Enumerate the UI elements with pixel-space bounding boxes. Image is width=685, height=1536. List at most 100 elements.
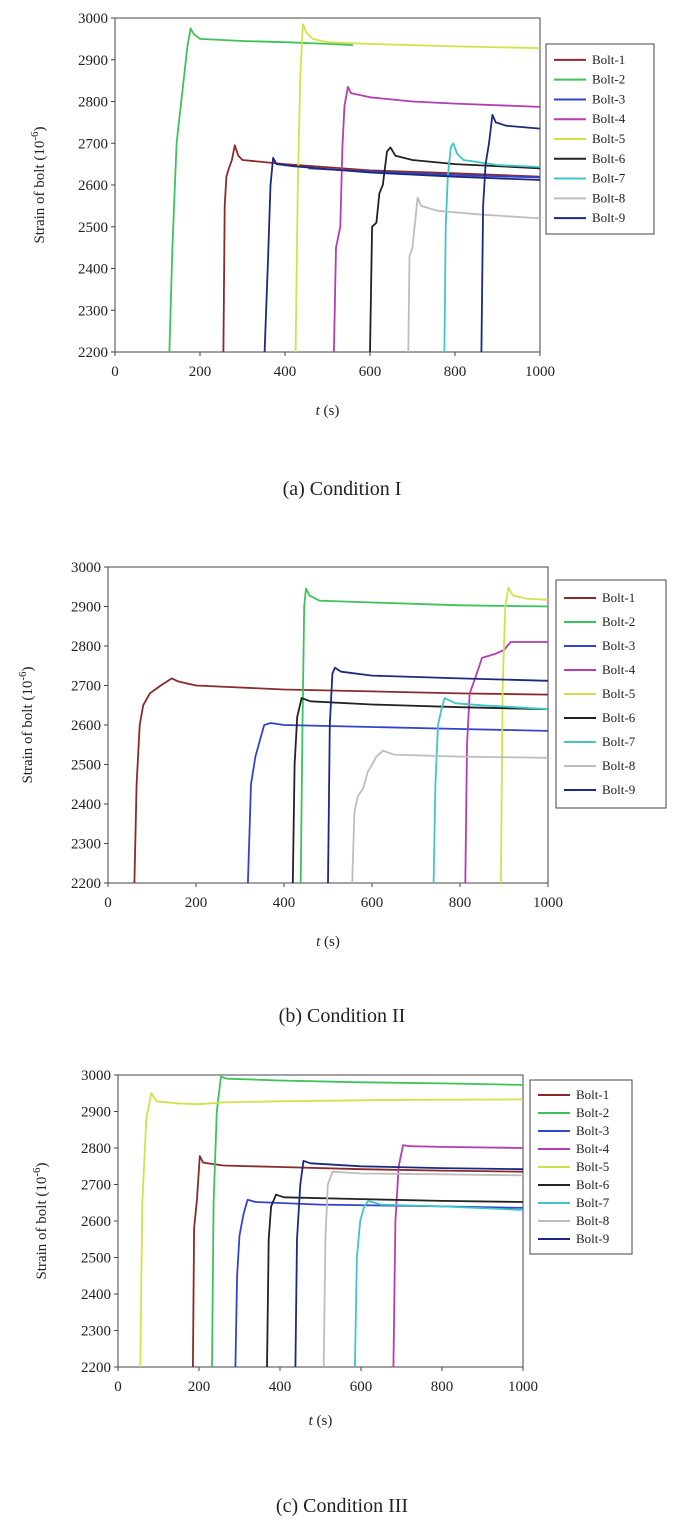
legend-label: Bolt-1 <box>592 52 625 67</box>
y-axis-label: Strain of bolt (10-6) <box>29 126 48 243</box>
chart-caption: (b) Condition II <box>279 1005 406 1027</box>
x-axis-label: t (s) <box>316 403 340 419</box>
series-line-bolt-3 <box>247 722 548 883</box>
legend-label: Bolt-2 <box>602 614 635 629</box>
y-tick-label: 2900 <box>81 1105 111 1121</box>
chart-panel-2: 2200 2300 2400 2500 2600 2700 2800 2900 3000 0 200… <box>17 560 667 1027</box>
legend-label: Bolt-1 <box>576 1087 609 1102</box>
series-group <box>168 23 540 352</box>
x-axis-label: t (s) <box>316 934 340 950</box>
x-tick-label: 400 <box>269 1379 292 1395</box>
y-tick-label: 2500 <box>81 1251 111 1267</box>
y-tick-label: 2400 <box>71 797 101 813</box>
series-line-bolt-2 <box>168 27 354 352</box>
legend-label: Bolt-6 <box>592 151 626 166</box>
series-line-bolt-5 <box>139 1092 523 1367</box>
series-line-bolt-2 <box>299 587 548 883</box>
legend-label: Bolt-4 <box>602 662 636 677</box>
legend-label: Bolt-4 <box>576 1141 610 1156</box>
y-tick-label: 2300 <box>81 1324 111 1340</box>
y-tick-label: 2900 <box>78 53 108 69</box>
legend-label: Bolt-2 <box>576 1105 609 1120</box>
legend-label: Bolt-6 <box>576 1177 610 1192</box>
x-tick-label: 0 <box>111 364 119 380</box>
legend-label: Bolt-9 <box>592 210 625 225</box>
series-line-bolt-5 <box>500 586 548 883</box>
series-line-bolt-5 <box>294 23 540 352</box>
legend-label: Bolt-9 <box>602 782 635 797</box>
legend-label: Bolt-7 <box>592 171 626 186</box>
y-tick-label: 3000 <box>78 11 108 27</box>
x-tick-label: 1000 <box>533 895 563 911</box>
x-tick-label: 600 <box>361 895 384 911</box>
y-tick-label: 2700 <box>78 136 108 152</box>
x-tick-label: 800 <box>449 895 472 911</box>
y-axis-label: Strain of bolt (10-6) <box>31 1162 50 1279</box>
y-tick-label: 2700 <box>81 1178 111 1194</box>
chart-panel-3: 2200 2300 2400 2500 2600 2700 2800 2900 3000 0 200… <box>31 1068 633 1517</box>
x-tick-label: 600 <box>350 1379 373 1395</box>
x-tick-label: 800 <box>444 364 467 380</box>
y-tick-label: 2800 <box>81 1141 111 1157</box>
y-tick-label: 2700 <box>71 679 101 695</box>
legend-label: Bolt-5 <box>602 686 635 701</box>
y-tick-label: 2200 <box>71 876 101 892</box>
series-line-bolt-9 <box>263 157 540 352</box>
legend-label: Bolt-4 <box>592 111 626 126</box>
x-tick-label: 400 <box>273 895 296 911</box>
y-tick-label: 2400 <box>81 1287 111 1303</box>
y-tick-label: 2800 <box>71 639 101 655</box>
x-tick-label: 600 <box>359 364 382 380</box>
y-tick-label: 2800 <box>78 95 108 111</box>
x-tick-label: 1000 <box>508 1379 538 1395</box>
legend-label: Bolt-5 <box>592 131 625 146</box>
x-tick-label: 200 <box>189 364 212 380</box>
legend-label: Bolt-7 <box>576 1195 610 1210</box>
x-tick-label: 200 <box>185 895 208 911</box>
legend-label: Bolt-6 <box>602 710 636 725</box>
legend-label: Bolt-7 <box>602 734 636 749</box>
series-line-bolt-1 <box>133 677 548 883</box>
series-group <box>133 586 548 883</box>
y-tick-label: 2200 <box>81 1360 111 1376</box>
legend-label: Bolt-3 <box>576 1123 609 1138</box>
series-line-bolt-1 <box>192 1155 523 1367</box>
legend-label: Bolt-1 <box>602 590 635 605</box>
series-line-bolt-2 <box>211 1075 523 1367</box>
y-tick-label: 2500 <box>71 758 101 774</box>
series-line-bolt-8 <box>351 749 548 883</box>
plot-area <box>117 1074 524 1368</box>
y-tick-label: 2600 <box>81 1214 111 1230</box>
series-line-bolt-7 <box>354 1200 523 1367</box>
y-axis-label: Strain of bolt (10-6) <box>17 666 36 783</box>
x-tick-label: 200 <box>188 1379 211 1395</box>
x-tick-label: 1000 <box>525 364 555 380</box>
series-group <box>139 1075 523 1367</box>
series-line-bolt-4 <box>333 86 540 352</box>
series-line-bolt-6 <box>291 697 548 883</box>
series-line-bolt-9 <box>480 114 540 352</box>
plot-area <box>114 17 541 353</box>
chart-caption: (a) Condition I <box>283 478 402 500</box>
series-line-bolt-6 <box>369 146 540 352</box>
x-tick-label: 0 <box>104 895 112 911</box>
y-tick-label: 2900 <box>71 600 101 616</box>
y-tick-label: 2200 <box>78 345 108 361</box>
series-line-bolt-8 <box>407 196 540 352</box>
x-tick-label: 0 <box>114 1379 122 1395</box>
legend-label: Bolt-8 <box>576 1213 609 1228</box>
legend-label: Bolt-9 <box>576 1231 609 1246</box>
legend-label: Bolt-3 <box>592 91 625 106</box>
series-line-bolt-7 <box>432 697 548 883</box>
y-tick-label: 2300 <box>78 303 108 319</box>
y-tick-label: 2600 <box>78 178 108 194</box>
legend-label: Bolt-3 <box>602 638 635 653</box>
legend-label: Bolt-8 <box>602 758 635 773</box>
series-line-bolt-6 <box>266 1193 523 1367</box>
y-tick-label: 2300 <box>71 837 101 853</box>
y-tick-label: 3000 <box>81 1068 111 1084</box>
y-tick-label: 2600 <box>71 718 101 734</box>
series-line-bolt-9 <box>327 666 548 883</box>
x-tick-label: 400 <box>274 364 297 380</box>
